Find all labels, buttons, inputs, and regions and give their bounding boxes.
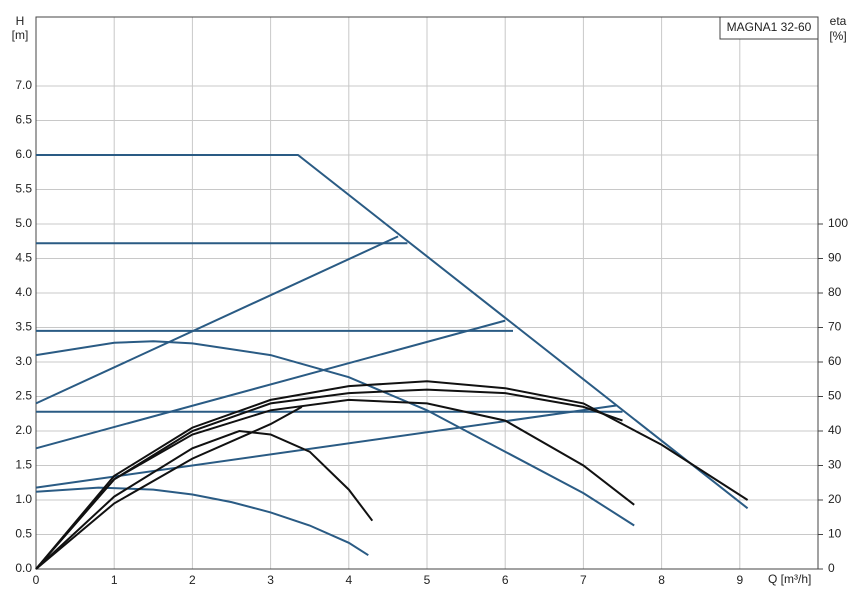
y-axis-unit: [m]	[12, 28, 29, 42]
x-tick-label: 8	[658, 573, 665, 587]
y2-tick-label: 100	[828, 216, 848, 230]
x-tick-label: 6	[502, 573, 509, 587]
x-tick-label: 4	[345, 573, 352, 587]
y-tick-label: 4.0	[15, 285, 32, 299]
y-tick-label: 1.5	[15, 458, 32, 472]
y2-tick-label: 80	[828, 285, 842, 299]
curve	[35, 486, 369, 557]
x-tick-label: 9	[736, 573, 743, 587]
y2-tick-label: 90	[828, 251, 842, 265]
x-tick-label: 3	[267, 573, 274, 587]
x-tick-label: 5	[424, 573, 431, 587]
y-tick-label: 3.5	[15, 320, 32, 334]
curve	[35, 319, 506, 450]
curve	[35, 380, 749, 570]
x-tick-label: 2	[189, 573, 196, 587]
y2-axis-label: eta	[830, 14, 847, 28]
x-tick-label: 7	[580, 573, 587, 587]
curve	[35, 388, 623, 570]
y2-tick-label: 10	[828, 527, 842, 541]
y-tick-label: 7.0	[15, 78, 32, 92]
y2-tick-label: 70	[828, 320, 842, 334]
y-axis-label: H	[16, 14, 25, 28]
y2-tick-label: 40	[828, 423, 842, 437]
curve	[35, 429, 374, 570]
curve	[35, 406, 303, 570]
plot-frame	[35, 16, 819, 570]
curve	[35, 340, 635, 527]
y2-tick-label: 0	[828, 561, 835, 575]
x-axis-label: Q [m³/h]	[768, 572, 811, 586]
curve	[35, 404, 617, 489]
y-tick-label: 6.0	[15, 147, 32, 161]
y2-axis-unit: [%]	[829, 29, 846, 43]
y2-tick-label: 20	[828, 492, 842, 506]
y-tick-label: 5.0	[15, 216, 32, 230]
y-tick-label: 2.5	[15, 389, 32, 403]
x-tick-label: 1	[111, 573, 118, 587]
y-tick-label: 0.0	[15, 561, 32, 575]
y2-tick-label: 30	[828, 458, 842, 472]
chart-title: MAGNA1 32-60	[727, 20, 812, 34]
y2-tick-label: 60	[828, 354, 842, 368]
curve	[35, 398, 635, 570]
curve	[35, 235, 399, 405]
y-tick-label: 0.5	[15, 527, 32, 541]
y-tick-label: 5.5	[15, 182, 32, 196]
y-tick-label: 6.5	[15, 113, 32, 127]
y2-tick-label: 50	[828, 389, 842, 403]
y-tick-label: 1.0	[15, 492, 32, 506]
y-tick-label: 3.0	[15, 354, 32, 368]
y-tick-label: 2.0	[15, 423, 32, 437]
title-box	[719, 16, 819, 40]
y-tick-label: 4.5	[15, 251, 32, 265]
curve	[36, 154, 749, 510]
x-tick-label: 0	[33, 573, 40, 587]
